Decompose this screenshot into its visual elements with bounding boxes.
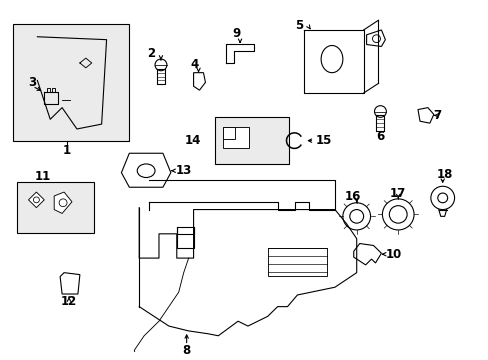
Text: 17: 17 bbox=[389, 186, 406, 199]
Text: 12: 12 bbox=[61, 295, 77, 308]
Text: 7: 7 bbox=[433, 109, 441, 122]
Text: 16: 16 bbox=[344, 190, 360, 203]
Polygon shape bbox=[54, 192, 72, 213]
Text: 2: 2 bbox=[147, 47, 155, 60]
Bar bbox=[215, 117, 289, 164]
Ellipse shape bbox=[321, 45, 342, 73]
Polygon shape bbox=[353, 243, 381, 265]
Polygon shape bbox=[417, 108, 433, 123]
Text: 1: 1 bbox=[63, 144, 71, 157]
Text: 18: 18 bbox=[436, 168, 452, 181]
Text: 4: 4 bbox=[190, 58, 198, 71]
Bar bbox=[223, 127, 248, 148]
Text: 11: 11 bbox=[34, 170, 50, 183]
Text: 6: 6 bbox=[376, 130, 384, 143]
Polygon shape bbox=[28, 192, 44, 208]
Text: 10: 10 bbox=[385, 248, 401, 261]
Text: 15: 15 bbox=[316, 134, 332, 147]
Bar bbox=[17, 183, 94, 233]
Text: 9: 9 bbox=[231, 27, 240, 40]
Polygon shape bbox=[60, 273, 80, 294]
Bar bbox=[13, 24, 129, 141]
Polygon shape bbox=[121, 153, 170, 187]
Text: 3: 3 bbox=[28, 76, 37, 89]
Polygon shape bbox=[193, 73, 205, 90]
Ellipse shape bbox=[137, 164, 155, 177]
Text: 14: 14 bbox=[185, 134, 201, 147]
Text: 5: 5 bbox=[295, 19, 303, 32]
Text: 13: 13 bbox=[175, 164, 192, 177]
Bar bbox=[223, 127, 235, 139]
Polygon shape bbox=[366, 30, 385, 46]
Bar bbox=[177, 227, 193, 248]
Text: 8: 8 bbox=[182, 344, 190, 357]
